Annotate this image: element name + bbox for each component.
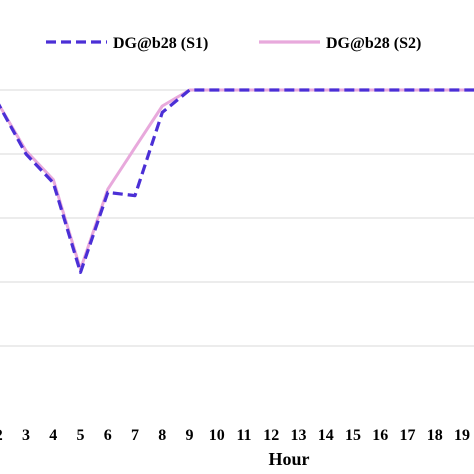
legend-label-s2: DG@b28 (S2) [326,35,421,52]
series-line-s1 [0,88,474,274]
x-tick-label-3: 3 [22,427,30,444]
x-tick-label-17: 17 [400,427,416,444]
x-tick-label-2: 2 [0,427,3,444]
x-tick-label-5: 5 [77,427,85,444]
legend-label-s1: DG@b28 (S1) [113,35,208,52]
legend: DG@b28 (S1) DG@b28 (S2) [46,35,421,52]
x-tick-label-7: 7 [131,427,139,444]
x-tick-label-9: 9 [186,427,194,444]
x-tick-label-8: 8 [158,427,166,444]
x-axis-label: Hour [268,449,309,469]
x-tick-label-15: 15 [345,427,361,444]
x-tick-label-10: 10 [209,427,225,444]
x-tick-label-11: 11 [236,427,251,444]
gridlines [0,89,474,347]
x-tick-label-16: 16 [372,427,388,444]
x-tick-label-19: 19 [454,427,470,444]
x-tick-label-18: 18 [427,427,443,444]
x-tick-label-4: 4 [49,427,57,444]
series-line-s2 [0,88,474,271]
x-tick-label-14: 14 [318,427,334,444]
x-tick-label-6: 6 [104,427,112,444]
x-tick-labels: 2 3 4 5 6 7 8 9 10 11 12 13 14 15 16 17 18 19 [0,427,470,444]
series-lines [0,88,474,274]
x-tick-label-12: 12 [263,427,279,444]
x-tick-label-13: 13 [291,427,307,444]
